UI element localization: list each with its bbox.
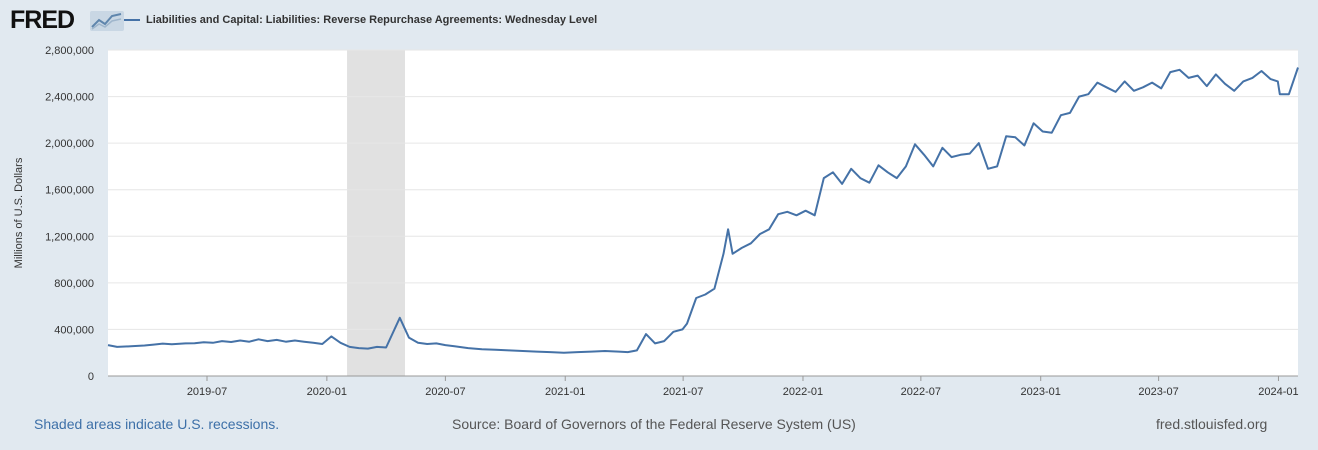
y-tick-label: 800,000 (54, 278, 94, 290)
legend-swatch (124, 19, 140, 21)
line-chart-icon (90, 11, 124, 31)
y-tick-label: 1,200,000 (45, 231, 94, 243)
plot-area (108, 50, 1298, 376)
y-tick-label: 2,800,000 (45, 45, 94, 57)
y-tick-label: 0 (88, 371, 94, 383)
x-tick-label: 2020-07 (425, 386, 465, 398)
x-tick-label: 2021-01 (545, 386, 585, 398)
y-tick-label: 1,600,000 (45, 185, 94, 197)
series-line[interactable] (107, 67, 1299, 354)
x-tick-label: 2020-01 (307, 386, 347, 398)
x-tick-label: 2019-07 (187, 386, 227, 398)
y-tick-label: 400,000 (54, 324, 94, 336)
x-tick-label: 2023-01 (1021, 386, 1061, 398)
x-tick-label: 2023-07 (1138, 386, 1178, 398)
legend-label[interactable]: Liabilities and Capital: Liabilities: Re… (146, 14, 598, 26)
recession-band (347, 50, 406, 376)
recession-note[interactable]: Shaded areas indicate U.S. recessions. (34, 416, 280, 432)
y-axis-label: Millions of U.S. Dollars (13, 157, 25, 268)
y-tick-label: 2,000,000 (45, 138, 94, 150)
y-tick-label: 2,400,000 (45, 92, 94, 104)
x-tick-label: 2021-07 (663, 386, 703, 398)
x-tick-label: 2022-07 (901, 386, 941, 398)
source-note: Source: Board of Governors of the Federa… (452, 416, 856, 432)
legend: Liabilities and Capital: Liabilities: Re… (124, 13, 597, 27)
fred-logo-text: FRED (10, 6, 75, 34)
x-tick-label: 2022-01 (783, 386, 823, 398)
x-tick-label: 2024-01 (1258, 386, 1298, 398)
site-link[interactable]: fred.stlouisfed.org (1156, 416, 1268, 432)
